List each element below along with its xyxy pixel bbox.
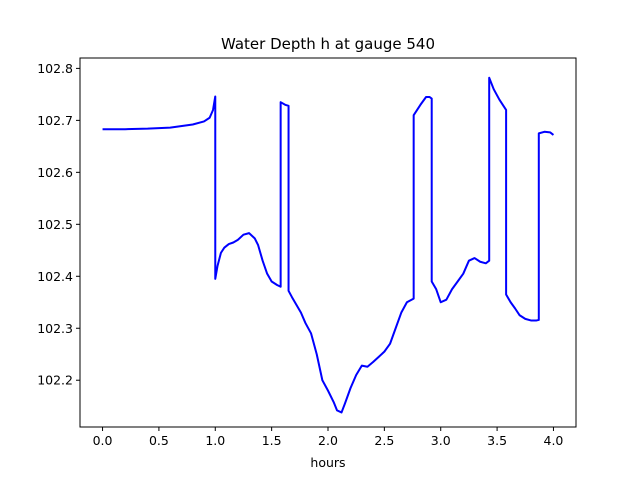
y-tick-label: 102.5: [37, 217, 73, 232]
series-line-0: [102, 76, 555, 414]
y-tick-label: 102.2: [37, 373, 73, 388]
y-axis: 102.2 102.3 102.4 102.5 102.6 102.7 102.8: [37, 61, 80, 388]
x-tick-label: 3.0: [431, 433, 451, 448]
plot-background: [80, 58, 576, 427]
series-layer: [102, 76, 555, 414]
x-tick-label: 2.5: [374, 433, 394, 448]
y-tick-label: 102.7: [37, 113, 73, 128]
x-tick-label: 3.5: [487, 433, 507, 448]
y-tick-label: 102.8: [37, 61, 73, 76]
x-tick-label: 0.5: [149, 433, 169, 448]
x-axis-label: hours: [310, 455, 345, 470]
x-tick-label: 4.0: [544, 433, 564, 448]
y-tick-label: 102.3: [37, 321, 73, 336]
y-tick-label: 102.4: [37, 269, 73, 284]
x-axis: 0.0 0.5 1.0 1.5 2.0 2.5 3.0 3.5 4.0: [93, 427, 564, 448]
x-tick-label: 0.0: [93, 433, 113, 448]
y-tick-label: 102.6: [37, 165, 73, 180]
x-tick-label: 2.0: [318, 433, 338, 448]
x-tick-label: 1.5: [262, 433, 282, 448]
x-tick-label: 1.0: [205, 433, 225, 448]
chart-title: Water Depth h at gauge 540: [221, 35, 435, 53]
